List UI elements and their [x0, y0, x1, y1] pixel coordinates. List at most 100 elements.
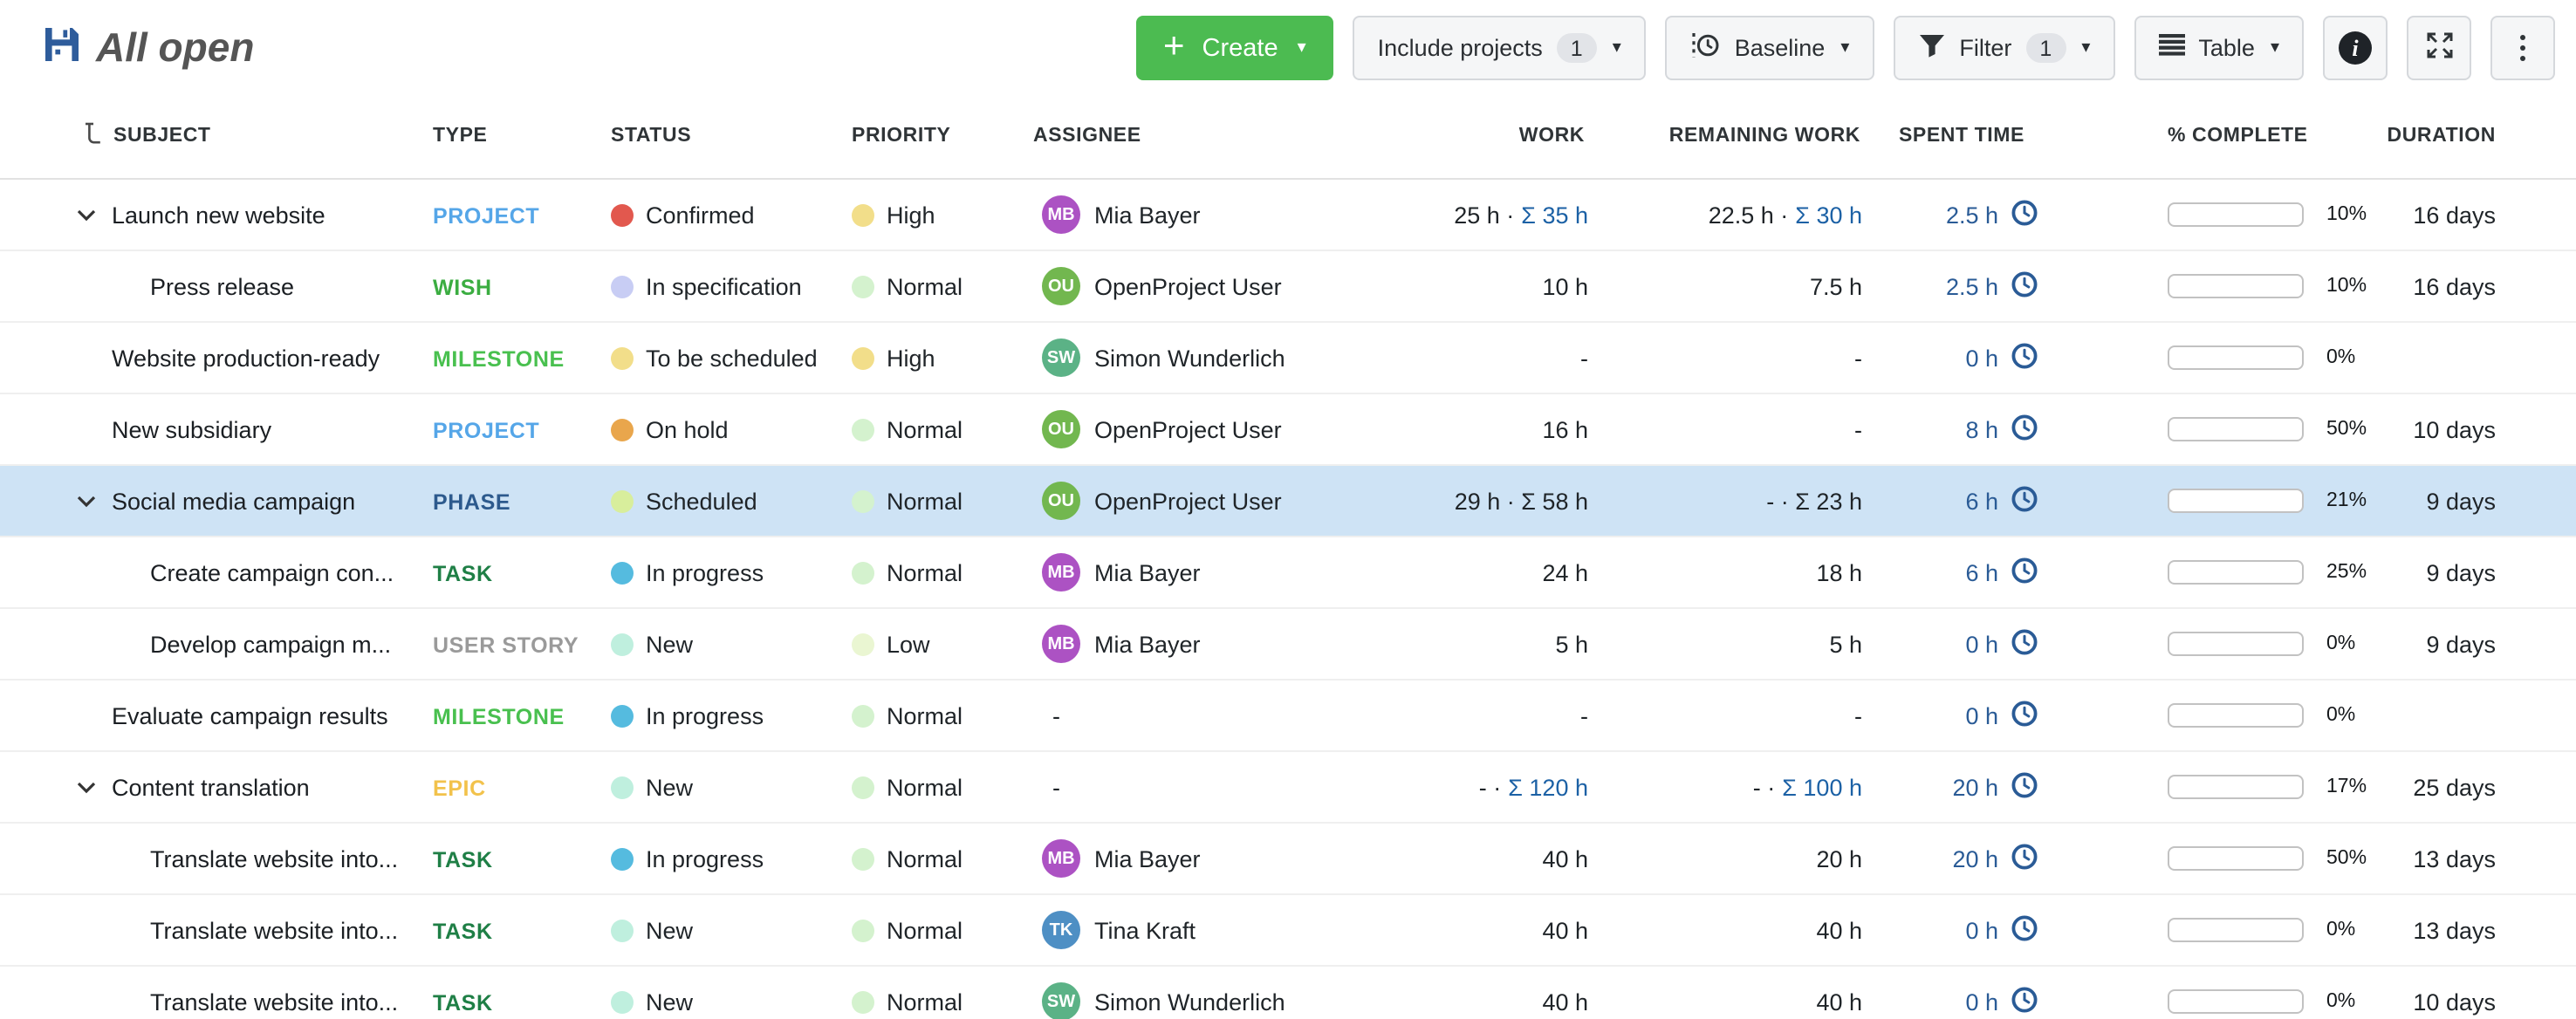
column-header-spent-time[interactable]: SPENT TIME: [1898, 126, 2024, 147]
priority-label[interactable]: Normal: [887, 488, 963, 514]
status-label[interactable]: On hold: [646, 416, 729, 442]
subject-link[interactable]: New subsidiary: [112, 416, 272, 442]
assignee-name[interactable]: Mia Bayer: [1094, 559, 1201, 585]
row-expand-chevron[interactable]: [77, 280, 108, 292]
type-label[interactable]: TASK: [433, 990, 493, 1015]
priority-label[interactable]: Normal: [887, 273, 963, 299]
table-row[interactable]: Press release WISH In specification Norm…: [0, 251, 2576, 323]
type-label[interactable]: TASK: [433, 847, 493, 872]
column-header-percent-complete[interactable]: % COMPLETE: [2168, 126, 2308, 147]
spent-time-link[interactable]: 0 h: [1965, 917, 1998, 943]
priority-label[interactable]: High: [887, 202, 935, 228]
work-sum-link[interactable]: Σ 120 h: [1508, 774, 1588, 800]
clock-icon[interactable]: [2011, 270, 2038, 303]
row-expand-chevron[interactable]: [77, 852, 108, 865]
clock-icon[interactable]: [2011, 913, 2038, 947]
assignee-name[interactable]: Mia Bayer: [1094, 845, 1201, 872]
type-label[interactable]: PROJECT: [433, 203, 540, 228]
type-label[interactable]: MILESTONE: [433, 704, 565, 728]
assignee-name[interactable]: Mia Bayer: [1094, 631, 1201, 657]
clock-icon[interactable]: [2011, 413, 2038, 446]
priority-label[interactable]: Normal: [887, 774, 963, 800]
assignee-name[interactable]: OpenProject User: [1094, 273, 1282, 299]
subject-link[interactable]: Content translation: [112, 774, 310, 800]
assignee-name[interactable]: Simon Wunderlich: [1094, 345, 1285, 371]
spent-time-link[interactable]: 20 h: [1952, 845, 1998, 872]
status-label[interactable]: New: [646, 774, 694, 800]
subject-link[interactable]: Website production-ready: [112, 345, 380, 371]
type-label[interactable]: PROJECT: [433, 418, 540, 442]
row-expand-chevron[interactable]: [77, 566, 108, 578]
spent-time-link[interactable]: 0 h: [1965, 345, 1998, 371]
clock-icon[interactable]: [2011, 556, 2038, 589]
table-row[interactable]: Launch new website PROJECT Confirmed Hig…: [0, 180, 2576, 251]
clock-icon[interactable]: [2011, 985, 2038, 1018]
row-expand-chevron[interactable]: [77, 209, 108, 221]
column-header-remaining-work[interactable]: REMAINING WORK: [1668, 126, 1860, 147]
spent-time-link[interactable]: 0 h: [1965, 631, 1998, 657]
status-label[interactable]: In specification: [646, 273, 802, 299]
type-label[interactable]: EPIC: [433, 776, 486, 800]
spent-time-link[interactable]: 2.5 h: [1945, 202, 1998, 228]
assignee-name[interactable]: OpenProject User: [1094, 488, 1282, 514]
priority-label[interactable]: Normal: [887, 416, 963, 442]
subject-link[interactable]: Launch new website: [112, 202, 325, 228]
table-row[interactable]: Translate website into... TASK New Norma…: [0, 967, 2576, 1019]
table-row[interactable]: Create campaign con... TASK In progress …: [0, 537, 2576, 609]
column-header-status[interactable]: STATUS: [611, 126, 692, 147]
priority-label[interactable]: Normal: [887, 702, 963, 728]
subject-link[interactable]: Press release: [150, 273, 295, 299]
row-expand-chevron[interactable]: [77, 709, 108, 722]
subject-link[interactable]: Translate website into...: [150, 845, 399, 872]
row-expand-chevron[interactable]: [77, 781, 108, 793]
column-header-subject[interactable]: SUBJECT: [0, 122, 433, 150]
priority-label[interactable]: Low: [887, 631, 930, 657]
row-expand-chevron[interactable]: [77, 924, 108, 936]
fullscreen-button[interactable]: [2407, 16, 2471, 80]
more-menu-button[interactable]: [2490, 16, 2555, 80]
type-label[interactable]: PHASE: [433, 489, 511, 514]
table-row[interactable]: Develop campaign m... USER STORY New Low…: [0, 609, 2576, 680]
table-row[interactable]: Social media campaign PHASE Scheduled No…: [0, 466, 2576, 537]
remaining-sum-link[interactable]: Σ 30 h: [1795, 202, 1862, 228]
table-row[interactable]: New subsidiary PROJECT On hold Normal OU…: [0, 394, 2576, 466]
column-header-duration[interactable]: DURATION: [2387, 126, 2496, 147]
table-row[interactable]: Evaluate campaign results MILESTONE In p…: [0, 680, 2576, 752]
assignee-name[interactable]: OpenProject User: [1094, 416, 1282, 442]
subject-link[interactable]: Social media campaign: [112, 488, 356, 514]
column-header-work[interactable]: WORK: [1518, 126, 1585, 147]
column-header-type[interactable]: TYPE: [433, 126, 488, 147]
type-label[interactable]: MILESTONE: [433, 346, 565, 371]
work-sum-link[interactable]: Σ 35 h: [1521, 202, 1588, 228]
spent-time-link[interactable]: 6 h: [1965, 488, 1998, 514]
spent-time-link[interactable]: 0 h: [1965, 988, 1998, 1015]
clock-icon[interactable]: [2011, 198, 2038, 231]
subject-link[interactable]: Evaluate campaign results: [112, 702, 388, 728]
subject-link[interactable]: Develop campaign m...: [150, 631, 392, 657]
filter-button[interactable]: Filter 1 ▾: [1893, 16, 2115, 80]
status-label[interactable]: Confirmed: [646, 202, 755, 228]
info-button[interactable]: i: [2323, 16, 2388, 80]
clock-icon[interactable]: [2011, 484, 2038, 517]
include-projects-button[interactable]: Include projects 1 ▾: [1353, 16, 1646, 80]
table-row[interactable]: Content translation EPIC New Normal - - …: [0, 752, 2576, 824]
clock-icon[interactable]: [2011, 842, 2038, 875]
type-label[interactable]: TASK: [433, 561, 493, 585]
clock-icon[interactable]: [2011, 770, 2038, 804]
clock-icon[interactable]: [2011, 699, 2038, 732]
row-expand-chevron[interactable]: [77, 495, 108, 507]
spent-time-link[interactable]: 8 h: [1965, 416, 1998, 442]
subject-link[interactable]: Create campaign con...: [150, 559, 394, 585]
priority-label[interactable]: Normal: [887, 988, 963, 1015]
priority-label[interactable]: Normal: [887, 559, 963, 585]
spent-time-link[interactable]: 6 h: [1965, 559, 1998, 585]
type-label[interactable]: TASK: [433, 919, 493, 943]
status-label[interactable]: New: [646, 631, 694, 657]
row-expand-chevron[interactable]: [77, 995, 108, 1008]
remaining-sum-link[interactable]: Σ 100 h: [1782, 774, 1862, 800]
status-label[interactable]: New: [646, 917, 694, 943]
status-label[interactable]: To be scheduled: [646, 345, 818, 371]
column-header-assignee[interactable]: ASSIGNEE: [1033, 126, 1141, 147]
status-label[interactable]: Scheduled: [646, 488, 757, 514]
priority-label[interactable]: Normal: [887, 845, 963, 872]
